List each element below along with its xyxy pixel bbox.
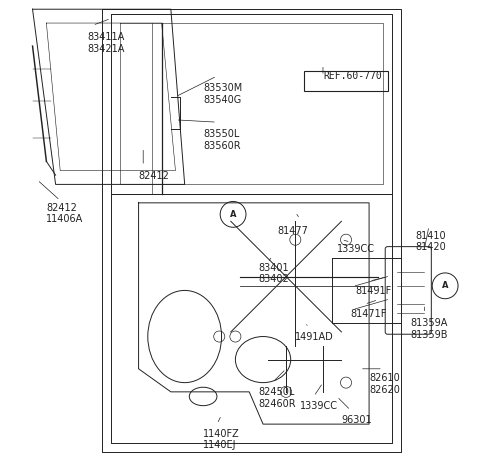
- Text: 83401
83402: 83401 83402: [258, 263, 289, 284]
- FancyBboxPatch shape: [385, 247, 432, 334]
- Text: 83530M
83540G: 83530M 83540G: [203, 83, 242, 105]
- Text: 96301: 96301: [341, 415, 372, 425]
- Text: 82610
82620: 82610 82620: [369, 373, 400, 395]
- Text: 1491AD: 1491AD: [295, 332, 334, 342]
- Text: 82412
11406A: 82412 11406A: [47, 203, 84, 225]
- Text: A: A: [442, 281, 448, 290]
- Text: 81491F: 81491F: [355, 286, 392, 296]
- Text: A: A: [230, 210, 236, 219]
- Text: 81471F: 81471F: [350, 309, 387, 319]
- Text: 81410
81420: 81410 81420: [415, 230, 446, 252]
- Text: 82450L
82460R: 82450L 82460R: [258, 387, 296, 409]
- Text: 82412: 82412: [139, 171, 169, 181]
- Text: 81477: 81477: [277, 226, 308, 236]
- Text: REF.60-770: REF.60-770: [323, 71, 382, 81]
- Text: 1339CC: 1339CC: [337, 244, 375, 254]
- Text: 83550L
83560R: 83550L 83560R: [203, 129, 241, 151]
- Text: 83411A
83421A: 83411A 83421A: [88, 32, 125, 54]
- FancyBboxPatch shape: [304, 71, 388, 91]
- Text: 1140FZ
1140EJ: 1140FZ 1140EJ: [203, 429, 240, 450]
- Text: 81359A
81359B: 81359A 81359B: [410, 318, 448, 340]
- Text: 1339CC: 1339CC: [300, 401, 338, 411]
